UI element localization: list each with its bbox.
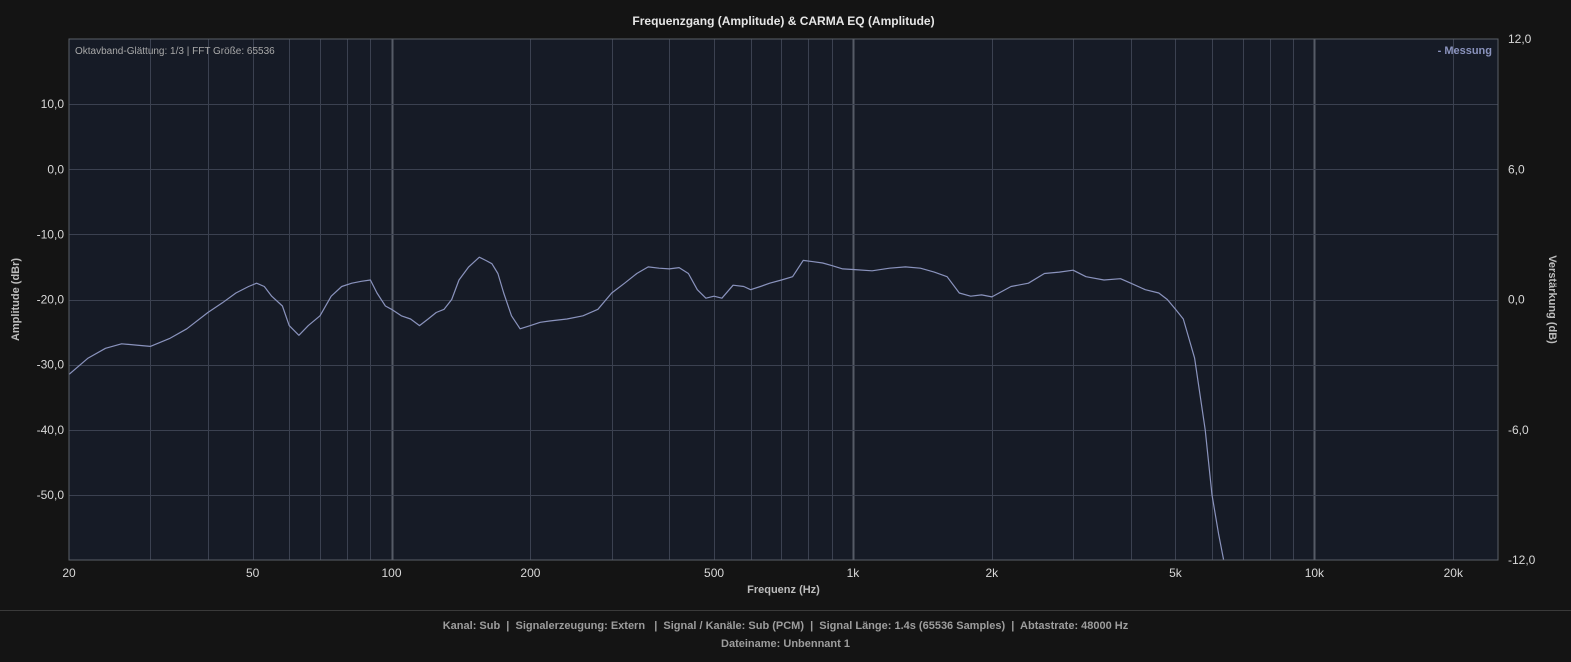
y-tick-label: -10,0 [37,227,65,241]
tick-layer: 20 50 100 200 500 1k 2k 5k 10k 20k 10,0 0,0 -10,0 -20… [37,32,1536,580]
y-tick-label: -30,0 [37,358,65,372]
y-tick-label: 0,0 [47,162,64,176]
y-axis-label: Amplitude (dBr) [10,258,22,341]
x-tick-label: 20k [1444,566,1464,580]
y2-axis-label: Verstärkung (dB) [1546,255,1558,344]
status-footer: Kanal: Sub | Signalerzeugung: Extern | S… [0,610,1571,662]
y2-tick-label: -6,0 [1508,423,1529,437]
x-tick-label: 2k [986,566,1000,580]
x-tick-label: 5k [1169,566,1183,580]
y-tick-label: -20,0 [37,293,65,307]
y2-tick-label: 12,0 [1508,32,1532,46]
plot-border [68,38,1499,561]
y-tick-label: -40,0 [37,423,65,437]
x-tick-label: 50 [246,566,260,580]
y-tick-label: 10,0 [41,97,65,111]
x-tick-label: 20 [62,566,76,580]
x-tick-label: 200 [520,566,540,580]
x-tick-label: 10k [1305,566,1325,580]
smoothing-info: Oktavband-Glättung: 1/3 | FFT Größe: 655… [75,46,275,57]
x-tick-label: 500 [704,566,724,580]
legend-entry-messung[interactable]: - Messung [1438,45,1492,57]
series-layer [69,256,1225,560]
y2-tick-label: 0,0 [1508,293,1525,307]
signal-info: Kanal: Sub | Signalerzeugung: Extern | S… [442,620,1129,632]
y-tick-label: -50,0 [37,488,65,502]
frequency-response-chart: 20 50 100 200 500 1k 2k 5k 10k 20k 10,0 0,0 -10,0 -20… [10,14,1558,596]
y2-tick-label: 6,0 [1508,162,1525,176]
x-tick-label: 100 [382,566,402,580]
series-line-messung [69,256,1225,560]
file-name: Dateiname: Unbennant 1 [721,638,850,650]
grid-layer [69,39,1498,560]
plot-area [69,39,1498,560]
x-axis-label: Frequenz (Hz) [747,584,820,596]
x-tick-label: 1k [847,566,861,580]
y2-tick-label: -12,0 [1508,553,1536,567]
chart-title: Frequenzgang (Amplitude) & CARMA EQ (Amp… [632,14,934,28]
